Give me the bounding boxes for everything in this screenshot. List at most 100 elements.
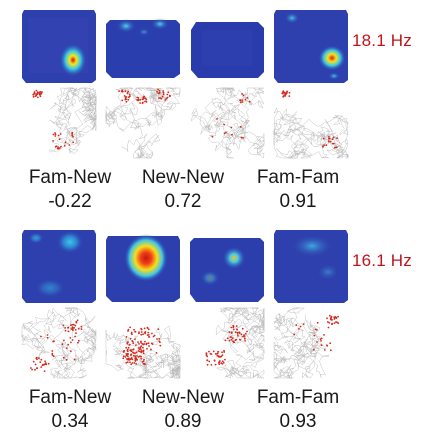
spike-dot	[74, 329, 77, 331]
spike-dot	[313, 334, 316, 337]
spike-dot	[125, 100, 128, 103]
spike-dot	[246, 330, 248, 333]
rate-map	[188, 8, 266, 84]
spike-dot	[118, 90, 120, 92]
spike-dot	[313, 349, 315, 351]
spike-dot	[132, 351, 134, 354]
trajectory-path	[105, 325, 181, 379]
spike-dot	[62, 356, 65, 359]
spike-dot	[328, 314, 331, 317]
trajectory-path	[21, 307, 97, 379]
spike-dot	[330, 315, 333, 318]
spike-dot	[130, 356, 133, 359]
spike-dot	[71, 131, 74, 134]
spike-dot	[137, 350, 140, 352]
spike-dot	[144, 340, 146, 343]
spike-dot	[219, 360, 221, 362]
spike-dot	[216, 352, 219, 355]
spike-dot	[135, 363, 137, 365]
spike-dot	[281, 92, 284, 95]
spike-dot	[335, 146, 338, 149]
trajectory-plot	[188, 86, 266, 160]
spike-dot	[239, 101, 242, 103]
spike-dot	[121, 89, 124, 91]
spike-dot	[125, 346, 128, 349]
spike-dot	[140, 331, 143, 333]
spike-dot	[73, 358, 76, 361]
spike-dot	[128, 93, 131, 96]
spike-dot	[208, 350, 210, 353]
spike-dot	[230, 331, 233, 334]
trajectory-plot	[20, 86, 98, 160]
spike-dot	[72, 323, 75, 326]
spike-dot	[320, 344, 323, 347]
spike-dot	[150, 342, 153, 345]
spike-dot	[67, 330, 70, 333]
spike-dot	[132, 354, 135, 357]
spike-dot	[35, 93, 37, 96]
spike-dot	[58, 138, 61, 141]
spike-dot	[295, 324, 298, 326]
spike-dot	[288, 95, 291, 97]
spike-dot	[54, 132, 56, 134]
spike-dot	[80, 328, 83, 330]
spike-dot	[63, 339, 65, 342]
spike-dot	[46, 336, 49, 339]
rate-map	[272, 8, 350, 84]
spike-dot	[221, 354, 224, 356]
correlation-value: 0.93	[279, 411, 317, 432]
spike-dot	[244, 337, 246, 340]
spike-dot	[156, 90, 158, 93]
spike-dot	[62, 324, 65, 327]
spike-dot	[288, 91, 291, 94]
spike-dot	[157, 328, 160, 331]
spike-dot	[242, 94, 245, 97]
spike-dot	[243, 334, 245, 337]
spike-dot	[223, 132, 226, 135]
trajectory-path	[215, 307, 265, 379]
spike-dot	[210, 364, 213, 366]
spike-dot	[40, 335, 42, 338]
spike-dot	[323, 144, 326, 146]
peak-rate-label: 18.1 Hz	[352, 31, 412, 50]
spike-dot	[226, 337, 229, 340]
spike-dot	[131, 362, 134, 364]
correlation-value: 0.72	[164, 191, 202, 212]
spike-dot	[36, 367, 39, 370]
spike-dot	[57, 147, 60, 150]
spike-dot	[57, 146, 59, 149]
spike-dot	[316, 329, 318, 331]
correlation-value: 0.34	[51, 411, 89, 432]
spike-dot	[53, 340, 55, 343]
spike-dot	[123, 350, 126, 352]
spike-dot	[152, 335, 155, 338]
spike-dot	[224, 358, 226, 361]
spike-dot	[77, 339, 80, 342]
spike-dot	[126, 348, 129, 351]
spike-dot	[37, 96, 39, 99]
spike-dot	[283, 91, 285, 94]
spike-dot	[147, 342, 150, 345]
spike-dot	[71, 328, 74, 330]
spike-dot	[126, 353, 128, 356]
spike-dot	[136, 359, 139, 361]
spike-dot	[47, 362, 50, 365]
spike-dot	[329, 140, 332, 143]
spike-dot	[150, 348, 152, 351]
spike-dot	[126, 361, 129, 363]
spike-dot	[36, 93, 39, 96]
spike-dot	[331, 138, 334, 141]
spike-dot	[332, 136, 335, 139]
spike-dot	[244, 98, 247, 101]
spike-dot	[232, 340, 234, 343]
spike-dot	[319, 338, 322, 340]
spike-dot	[126, 350, 129, 353]
spike-dot	[67, 326, 69, 329]
spike-dot	[69, 337, 72, 339]
spike-dot	[80, 325, 83, 328]
spike-dot	[206, 363, 209, 366]
correlation-value: -0.22	[48, 191, 92, 212]
spike-dot	[331, 323, 333, 326]
spike-dot	[327, 326, 330, 329]
spike-dot	[70, 341, 72, 344]
